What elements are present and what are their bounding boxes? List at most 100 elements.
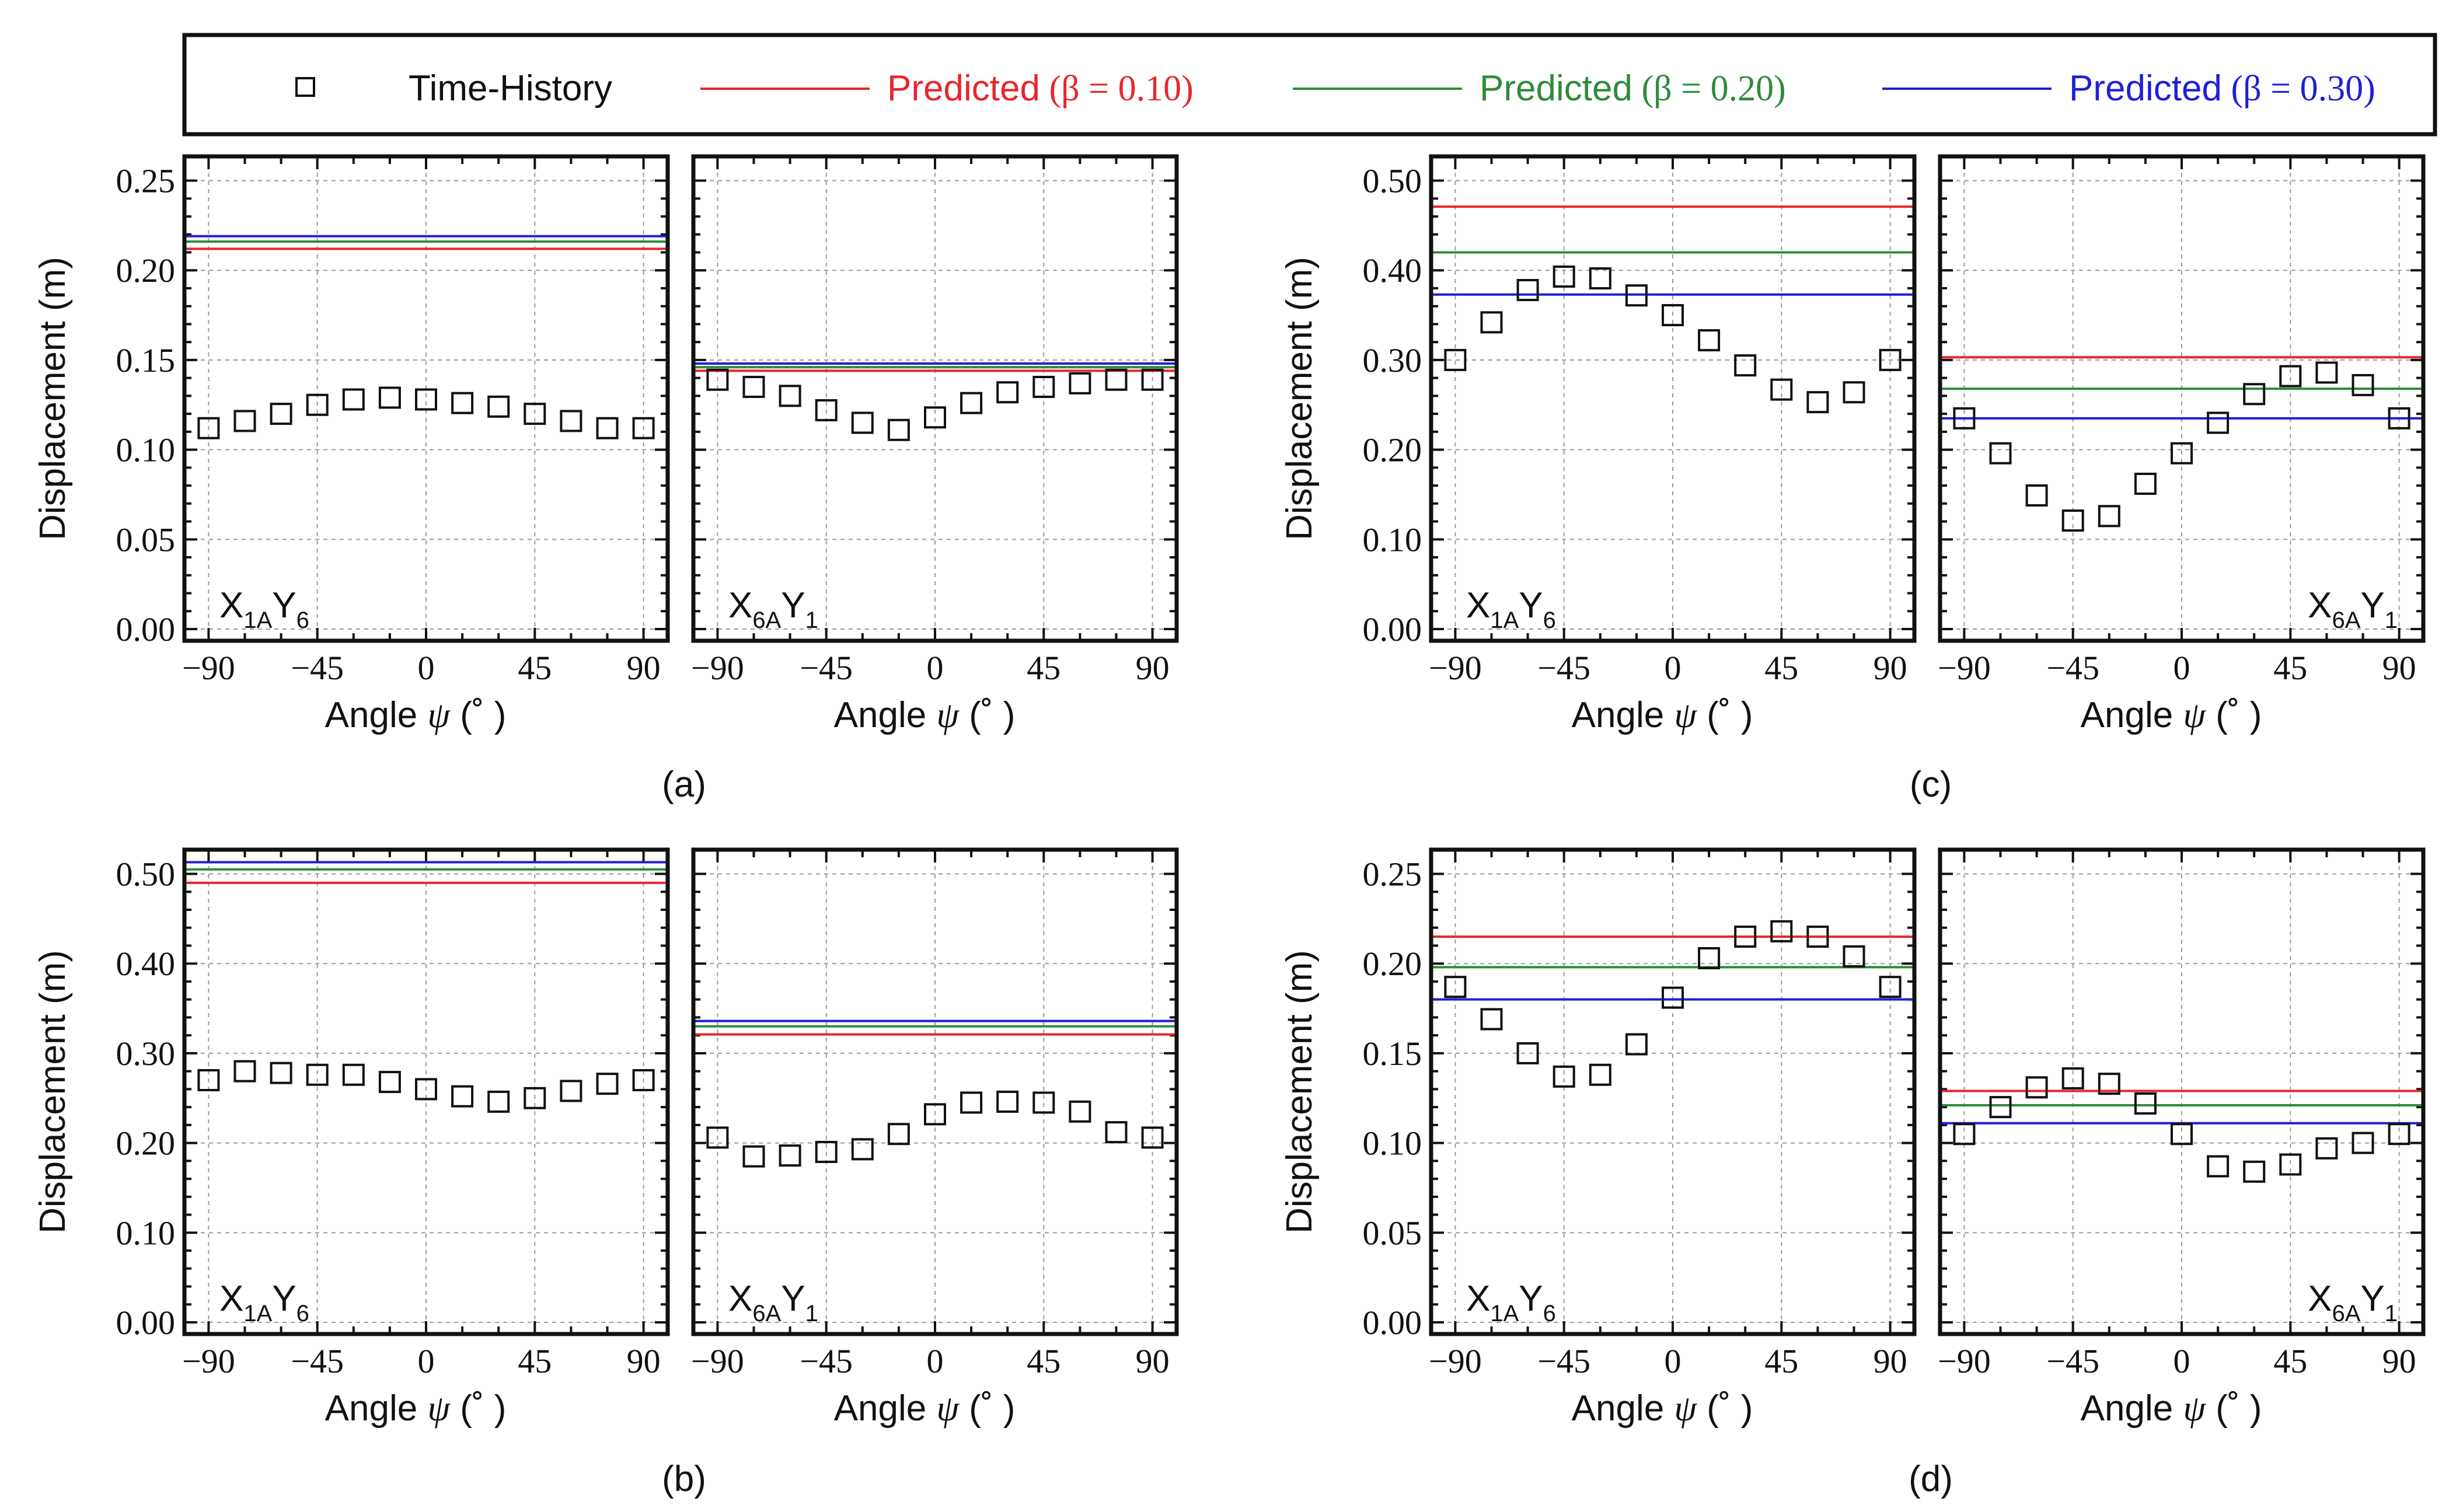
time-history-point (560, 410, 582, 432)
time-history-point (2207, 411, 2230, 434)
time-history-point (779, 1144, 801, 1167)
subfig-label-c: (c) (1910, 764, 1952, 805)
time-history-point (2171, 1123, 2193, 1146)
x-tick-label: 90 (2382, 649, 2416, 687)
time-history-point (1698, 329, 1721, 352)
time-history-point (233, 1060, 256, 1083)
y-tick-label: 0.25 (1363, 855, 1422, 893)
legend-frame (182, 33, 2437, 137)
x-tick-label: 45 (518, 1342, 552, 1380)
time-history-point (270, 1061, 292, 1084)
time-history-point (1105, 1121, 1128, 1144)
legend: Time-History Predicted (β = 0.10) Predic… (182, 33, 2437, 137)
x-tick-label: 45 (2273, 1342, 2307, 1380)
panel-c-X6AY1: −90 −45 0 45 90 Angle ψ (˚ ) X6AY1 (1938, 154, 2426, 735)
time-history-point (524, 1087, 546, 1109)
x-tick-label: 90 (627, 1342, 661, 1380)
x-axis-label: Angle ψ (˚ ) (325, 695, 507, 735)
plot-frame (1429, 154, 1917, 643)
x-axis-label: Angle ψ (˚ ) (325, 1388, 507, 1429)
time-history-point (1141, 368, 1164, 391)
time-history-point (342, 1063, 365, 1086)
time-history-point (2315, 361, 2338, 384)
time-history-point (887, 1123, 910, 1146)
time-history-point (1989, 442, 2012, 465)
x-tick-label: 45 (1027, 649, 1060, 687)
x-tick-label: −45 (1537, 1342, 1590, 1380)
time-history-point (1480, 311, 1503, 334)
x-tick-label: 0 (2174, 1342, 2190, 1380)
x-tick-label: 90 (2382, 1342, 2416, 1380)
y-tick-label: 0.20 (116, 1125, 176, 1162)
x-tick-label: −45 (2046, 1342, 2099, 1380)
time-history-point (342, 388, 365, 411)
y-tick-label: 0.20 (1363, 945, 1422, 983)
time-history-point (632, 417, 655, 439)
time-history-point (2098, 505, 2120, 528)
panel-location-label: X6AY1 (728, 585, 818, 633)
time-history-point (1032, 1091, 1055, 1114)
x-axis-label: Angle ψ (˚ ) (2081, 1388, 2262, 1429)
x-tick-label: 45 (2273, 649, 2307, 687)
time-history-point (2243, 383, 2266, 406)
y-tick-label: 0.40 (1363, 252, 1422, 289)
x-tick-label: 90 (1874, 649, 1907, 687)
x-tick-label: 45 (1764, 1342, 1798, 1380)
panel-location-label: X1AY6 (219, 1279, 309, 1326)
time-history-point (1879, 976, 1902, 998)
time-history-point (779, 385, 801, 407)
y-tick-label: 0.40 (116, 945, 176, 983)
y-tick-label: 0.00 (116, 1304, 176, 1342)
time-history-point (1625, 284, 1648, 307)
panels: −90 −45 0 45 90 Angle ψ (˚ ) 0.00 0.05 0.10 0.15 0… (33, 154, 2426, 1429)
x-tick-label: 0 (927, 1342, 944, 1380)
y-tick-label: 0.05 (1363, 1214, 1422, 1252)
time-history-point (1069, 372, 1091, 394)
y-tick-label: 0.00 (116, 610, 176, 648)
time-history-point (306, 393, 329, 416)
time-history-point (632, 1069, 655, 1092)
panel-d-X1AY6: −90 −45 0 45 90 Angle ψ (˚ ) 0.00 0.05 0.10 0.15 0… (1279, 847, 1917, 1429)
y-tick-label: 0.25 (116, 162, 176, 200)
time-history-point (2388, 407, 2410, 429)
time-history-point (1444, 976, 1467, 998)
time-history-point (451, 392, 474, 414)
time-history-point (560, 1080, 582, 1102)
time-history-point (1662, 304, 1684, 327)
y-tick-label: 0.00 (1363, 610, 1422, 648)
y-tick-label: 0.50 (116, 855, 176, 893)
time-history-point (2207, 1155, 2230, 1178)
y-tick-label: 0.10 (116, 431, 176, 469)
x-tick-label: 0 (1665, 1342, 1681, 1380)
time-history-point (1589, 1063, 1611, 1086)
x-tick-label: 45 (1764, 649, 1798, 687)
x-tick-label: 0 (418, 649, 435, 687)
panel-location-label: X6AY1 (2308, 585, 2398, 633)
panel-location-label: X6AY1 (2308, 1279, 2398, 1326)
time-history-point (706, 1126, 729, 1149)
y-tick-label: 0.15 (116, 341, 176, 379)
y-tick-label: 0.10 (1363, 1125, 1422, 1162)
time-history-point (1806, 926, 1829, 948)
time-history-point (706, 368, 729, 391)
time-history-point (415, 388, 437, 411)
legend-label-beta030: Predicted (β = 0.30) (2069, 68, 2375, 109)
x-tick-label: −45 (2046, 649, 2099, 687)
time-history-point (1843, 945, 1865, 968)
time-history-point (851, 1138, 874, 1161)
time-history-point (2279, 365, 2302, 387)
time-history-point (2171, 442, 2193, 465)
time-history-point (2134, 473, 2157, 495)
panel-location-label: X1AY6 (1466, 585, 1556, 633)
time-history-point (1989, 1096, 2012, 1119)
x-tick-label: −45 (291, 649, 344, 687)
time-history-point (2025, 484, 2048, 507)
plot-frame (182, 847, 670, 1336)
y-tick-label: 0.15 (1363, 1035, 1422, 1073)
time-history-point (1625, 1033, 1648, 1056)
subfig-label-a: (a) (662, 764, 706, 805)
plot-frame (691, 154, 1179, 643)
subfig-label-b: (b) (662, 1459, 706, 1499)
time-history-point (1953, 407, 1976, 429)
